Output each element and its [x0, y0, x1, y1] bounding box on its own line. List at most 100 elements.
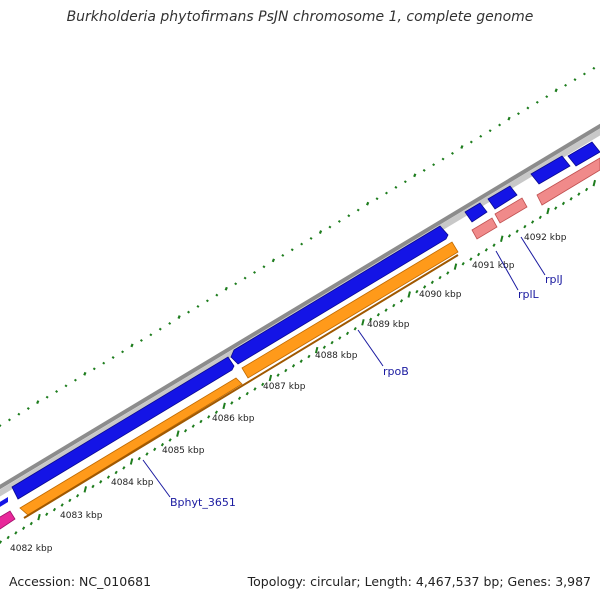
gc-dot: [582, 72, 586, 76]
gc-dot: [394, 185, 398, 189]
scale-tick-minor: [461, 261, 465, 266]
scale-tick-minor: [438, 275, 442, 280]
scale-tick-minor: [353, 326, 357, 331]
scale-tick-label: 4092 kbp: [524, 233, 567, 243]
gc-dot: [139, 339, 143, 342]
backbone-line: [0, 123, 600, 490]
scale-tick-minor: [6, 535, 10, 540]
scale-tick-minor: [415, 289, 419, 294]
gc-dot: [102, 361, 106, 365]
forward-cds-bphyt-3651: [11, 356, 235, 500]
gene-label-leader: [520, 236, 546, 276]
gc-dot: [385, 191, 388, 195]
gc-dot: [7, 418, 11, 422]
gc-dot: [215, 293, 219, 297]
gc-dot: [234, 282, 238, 286]
scale-tick-minor: [299, 359, 303, 363]
gc-dot: [488, 129, 492, 133]
scale-tick-major: [129, 458, 134, 465]
scale-tick-minor: [253, 387, 257, 391]
scale-tick-major: [592, 179, 597, 187]
scale-tick-label: 4091 kbp: [472, 261, 515, 271]
gc-dot: [309, 236, 313, 240]
scale-tick-minor: [122, 466, 126, 470]
gc-dot: [158, 327, 162, 331]
gc-dot: [479, 134, 483, 138]
scale-tick-minor: [307, 354, 311, 359]
gc-dot: [545, 95, 549, 99]
gc-dot: [422, 168, 426, 172]
gc-dot: [17, 412, 21, 416]
forward-cds-rpoB: [230, 225, 449, 365]
rna-feature-rplA: [536, 157, 600, 206]
forward-cds-rplA: [530, 155, 571, 185]
scale-tick-label: 4087 kbp: [263, 382, 306, 392]
scale-tick-minor: [237, 396, 242, 401]
scale-tick-minor: [291, 364, 296, 368]
scale-tick-label: 4082 kbp: [10, 544, 53, 554]
gc-dot: [403, 180, 407, 184]
scale-tick-minor: [376, 313, 380, 317]
reverse-gene-bphyt-3651: [19, 377, 243, 516]
gc-dot: [300, 242, 304, 246]
gene-label[interactable]: rplJ: [545, 273, 563, 286]
scale-tick-minor: [106, 475, 111, 479]
gc-dot: [26, 407, 30, 410]
gc-dot: [243, 276, 247, 280]
scale-tick-minor: [261, 382, 265, 387]
scale-tick-minor: [538, 215, 542, 220]
gc-dot: [498, 123, 502, 127]
scale-tick-minor: [191, 424, 195, 428]
gene-label[interactable]: rplL: [518, 288, 540, 301]
scale-tick-minor: [91, 484, 95, 489]
scale-tick-major: [83, 486, 88, 493]
scale-tick-minor: [137, 456, 141, 461]
scale-tick-minor: [523, 224, 527, 229]
scale-tick-major: [314, 346, 319, 354]
scale-tick-minor: [492, 243, 496, 247]
scale-tick-group: 4082 kbp 4083 kbp 4084 kbp 4085 kbp 4086 kbp…: [0, 179, 597, 554]
gc-dot: [328, 225, 332, 229]
gc-dot: [130, 343, 134, 348]
scale-tick-minor: [369, 317, 373, 322]
gc-dot: [573, 78, 577, 82]
scale-tick-minor: [145, 452, 149, 456]
pink-feature-left: [0, 510, 16, 530]
gc-dot: [366, 201, 370, 206]
gc-dot: [337, 219, 341, 223]
forward-cds-rplL: [464, 202, 488, 223]
scale-tick-label: 4083 kbp: [60, 511, 103, 521]
gc-dot: [507, 116, 511, 121]
scale-tick-minor: [554, 206, 558, 210]
gene-label[interactable]: rpoB: [383, 365, 409, 378]
scale-tick-minor: [207, 415, 211, 419]
scale-tick-minor: [399, 299, 404, 303]
scale-tick-label: 4086 kbp: [212, 414, 255, 424]
gene-label-group: Bphyt_3651 rpoB rplL rplJ: [142, 236, 563, 509]
scale-tick-major: [361, 319, 365, 326]
scale-tick-minor: [484, 248, 488, 252]
scale-tick-minor: [284, 368, 288, 373]
scale-tick-minor: [430, 280, 434, 285]
scale-tick-minor: [530, 220, 535, 224]
scale-tick-major: [453, 263, 458, 270]
scale-tick-minor: [507, 234, 512, 238]
scale-tick-minor: [99, 480, 103, 484]
scale-tick-label: 4090 kbp: [419, 290, 462, 300]
accession-text: Accession: NC_010681: [9, 574, 152, 589]
scale-tick-minor: [245, 391, 249, 396]
gc-dot: [526, 106, 530, 110]
gc-dot: [73, 378, 77, 382]
scale-tick-major: [500, 235, 504, 243]
gene-label[interactable]: Bphyt_3651: [170, 496, 236, 509]
scale-tick-minor: [423, 285, 427, 289]
scale-tick-major: [222, 402, 226, 410]
scale-tick-minor: [392, 303, 396, 308]
gc-dot: [460, 145, 464, 149]
scale-tick-minor: [60, 503, 64, 507]
gc-dot: [564, 83, 568, 87]
gc-dot: [356, 208, 360, 212]
scale-tick-minor: [330, 340, 334, 345]
scale-tick-minor: [345, 331, 350, 336]
